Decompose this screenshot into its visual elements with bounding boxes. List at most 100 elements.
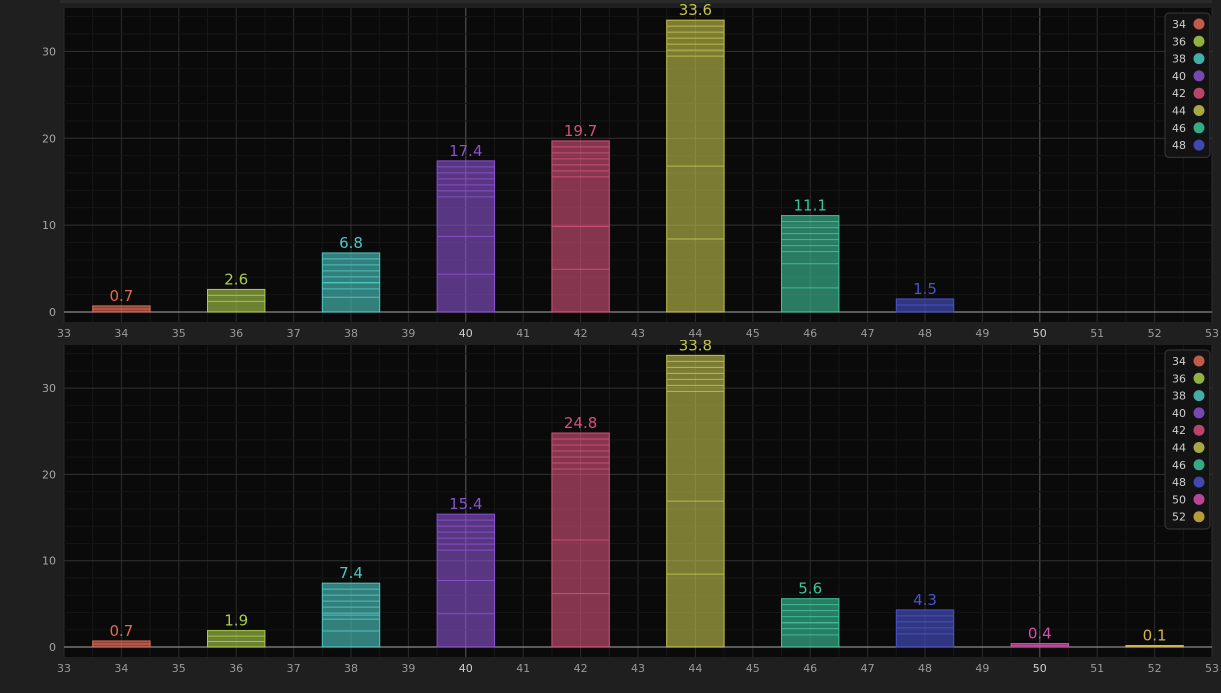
x-tick-label: 50 (1033, 327, 1047, 340)
legend-item-label: 48 (1172, 476, 1186, 489)
y-tick-label: 30 (42, 45, 56, 58)
x-tick-label: 41 (516, 662, 530, 675)
legend-item[interactable]: 40 (1172, 407, 1205, 420)
legend-item[interactable]: 34 (1172, 18, 1205, 31)
legend-item[interactable]: 48 (1172, 476, 1205, 489)
legend-item[interactable]: 34 (1172, 355, 1205, 368)
x-tick-label: 51 (1090, 327, 1104, 340)
bar-group: 11.1 (781, 197, 840, 313)
data-label: 5.6 (798, 580, 822, 598)
legend-item-label: 48 (1172, 139, 1186, 152)
x-tick-label: 49 (975, 662, 989, 675)
legend-swatch (1193, 372, 1205, 384)
data-label: 6.8 (339, 234, 363, 252)
legend-item[interactable]: 38 (1172, 53, 1205, 66)
x-tick-label: 38 (344, 327, 358, 340)
bar-group: 33.8 (666, 340, 725, 648)
bar[interactable] (895, 298, 955, 313)
x-tick-label: 53 (1205, 327, 1219, 340)
bar-group: 6.8 (321, 234, 381, 313)
data-label: 15.4 (449, 495, 482, 513)
bar-group: 2.6 (207, 270, 266, 313)
x-tick-label: 50 (1033, 662, 1047, 675)
x-tick-label: 35 (172, 327, 186, 340)
legend-swatch (1193, 424, 1205, 436)
legend-item[interactable]: 40 (1172, 70, 1205, 83)
y-tick-label: 20 (42, 468, 56, 481)
y-tick-label: 0 (49, 306, 56, 319)
bar-group: 4.3 (895, 591, 955, 648)
legend-item[interactable]: 44 (1172, 442, 1205, 455)
bar-group: 17.4 (436, 142, 496, 313)
x-tick-label: 34 (114, 662, 128, 675)
data-label: 0.1 (1143, 627, 1167, 645)
legend-item[interactable]: 42 (1172, 87, 1205, 100)
legend-swatch (1193, 18, 1205, 30)
legend-item[interactable]: 36 (1172, 35, 1205, 48)
legend-item-label: 34 (1172, 18, 1186, 31)
x-tick-label: 35 (172, 662, 186, 675)
x-tick-label: 40 (459, 662, 473, 675)
legend-item[interactable]: 46 (1172, 122, 1205, 135)
legend-item-label: 40 (1172, 407, 1186, 420)
bar-group: 5.6 (781, 580, 840, 648)
bar-group: 7.4 (321, 564, 381, 648)
data-label: 2.6 (224, 270, 248, 288)
legend: 34 36 38 40 42 44 46 48 (1164, 12, 1211, 158)
legend-item-label: 42 (1172, 87, 1186, 100)
bar-group: 1.9 (207, 612, 266, 648)
legend-swatch (1193, 122, 1205, 134)
data-label: 4.3 (913, 591, 937, 609)
data-label: 7.4 (339, 564, 363, 582)
data-label: 0.7 (109, 287, 133, 305)
bar-group: 19.7 (551, 122, 610, 313)
data-label: 0.7 (109, 622, 133, 640)
legend-item-label: 36 (1172, 35, 1186, 48)
y-tick-label: 0 (49, 641, 56, 654)
legend-item[interactable]: 44 (1172, 105, 1205, 118)
legend-item-label: 46 (1172, 459, 1186, 472)
x-tick-label: 44 (688, 662, 702, 675)
x-tick-label: 51 (1090, 662, 1104, 675)
y-tick-label: 20 (42, 132, 56, 145)
legend-item-label: 40 (1172, 70, 1186, 83)
data-label: 1.5 (913, 280, 937, 298)
x-tick-label: 48 (918, 662, 932, 675)
data-label: 24.8 (564, 414, 597, 432)
legend-swatch (1193, 139, 1205, 151)
y-tick-label: 30 (42, 382, 56, 395)
legend-item[interactable]: 36 (1172, 372, 1205, 385)
legend-item-label: 36 (1172, 372, 1186, 385)
legend-item[interactable]: 42 (1172, 424, 1205, 437)
data-label: 19.7 (564, 122, 597, 140)
bar[interactable] (207, 630, 266, 648)
legend: 34 36 38 40 42 44 46 48 50 52 (1164, 349, 1211, 530)
bar-group: 0.1 (1125, 627, 1184, 648)
data-label: 1.9 (224, 612, 248, 630)
y-tick-label: 10 (42, 555, 56, 568)
data-label: 11.1 (793, 197, 826, 215)
x-tick-label: 37 (287, 327, 301, 340)
legend-item[interactable]: 38 (1172, 390, 1205, 403)
legend-swatch (1193, 459, 1205, 471)
x-tick-label: 42 (574, 327, 588, 340)
legend-swatch (1193, 407, 1205, 419)
x-tick-label: 52 (1148, 662, 1162, 675)
x-tick-label: 44 (688, 327, 702, 340)
data-label: 17.4 (449, 142, 482, 160)
x-tick-label: 48 (918, 327, 932, 340)
x-tick-label: 49 (975, 327, 989, 340)
bar[interactable] (207, 288, 266, 313)
legend-item-label: 42 (1172, 424, 1186, 437)
x-tick-label: 43 (631, 662, 645, 675)
legend-item[interactable]: 52 (1172, 511, 1205, 524)
x-tick-label: 38 (344, 662, 358, 675)
x-tick-label: 33 (57, 662, 71, 675)
legend-item-label: 44 (1172, 105, 1186, 118)
legend-box (1164, 12, 1211, 158)
legend-item[interactable]: 50 (1172, 493, 1205, 506)
legend-item[interactable]: 46 (1172, 459, 1205, 472)
legend-item[interactable]: 48 (1172, 139, 1205, 152)
bar-group: 15.4 (436, 495, 496, 648)
x-tick-label: 47 (861, 327, 875, 340)
